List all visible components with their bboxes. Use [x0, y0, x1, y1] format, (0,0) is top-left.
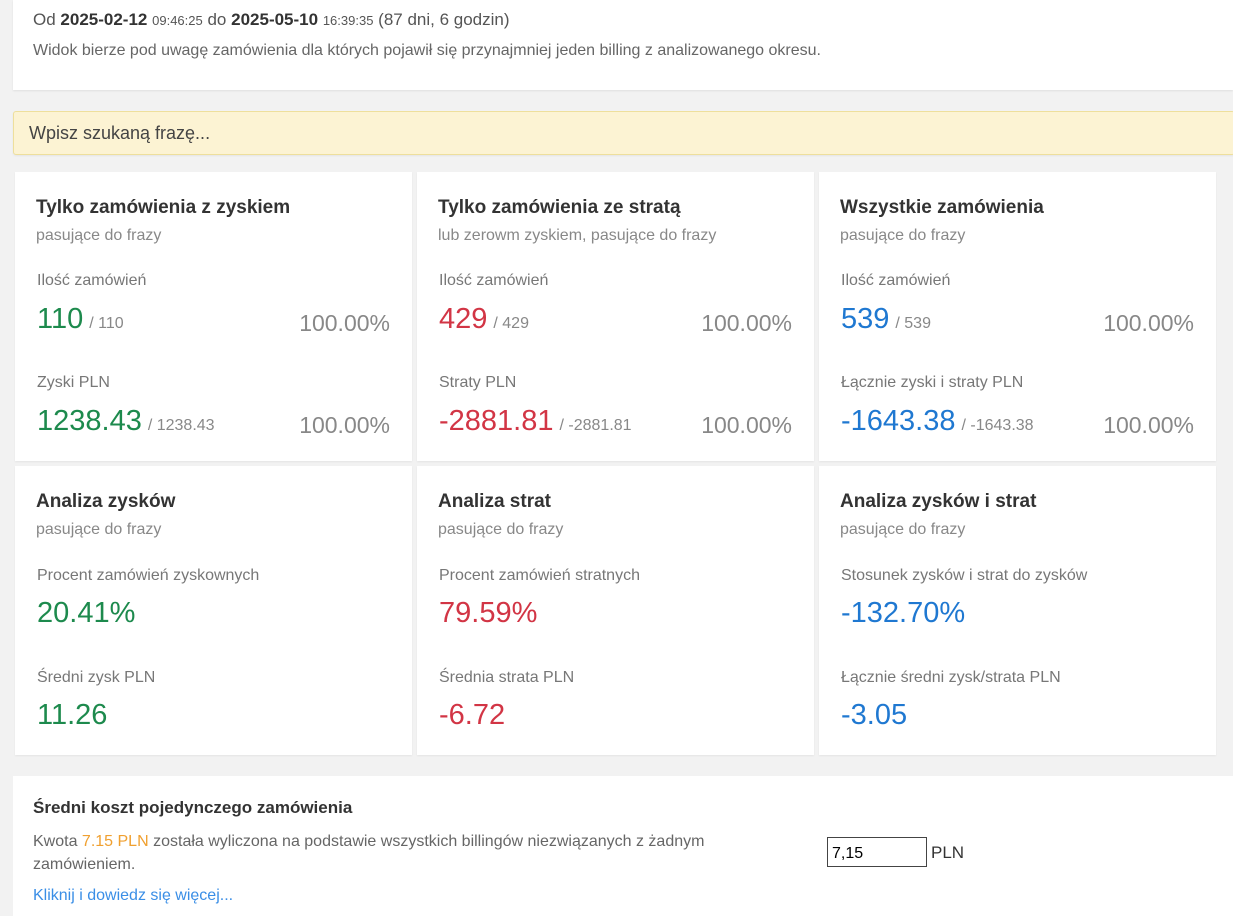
avg-cost-panel: Średni koszt pojedynczego zamówienia Kwo… [13, 776, 1233, 916]
orders-count-total: / 429 [493, 315, 529, 332]
losses: -2881.81 / -2881.81 [439, 405, 632, 438]
profits-value: 1238.43 [37, 405, 142, 437]
orders-count-value: 539 [841, 303, 890, 335]
losses-total: / -2881.81 [559, 417, 632, 434]
orders-count-label: Ilość zamówień [37, 272, 147, 289]
avg-profit-label: Średni zysk PLN [37, 669, 156, 686]
orders-count: 429 / 429 [439, 303, 529, 336]
orders-count-total: / 539 [895, 315, 931, 332]
orders-count: 110 / 110 [37, 303, 124, 336]
period-range: Od 2025-02-12 09:46:25 do 2025-05-10 16:… [33, 10, 510, 30]
loss-percent: 79.59% [439, 597, 537, 630]
profit-percent-label: Procent zamówień zyskownych [37, 567, 260, 584]
avg-total: -3.05 [841, 699, 907, 732]
from-date: 2025-02-12 [60, 10, 148, 29]
card-subtitle: pasujące do frazy [438, 521, 564, 538]
learn-more-link[interactable]: Kliknij i dowiedz się więcej... [33, 887, 234, 904]
total-label: Łącznie zyski i straty PLN [841, 374, 1024, 391]
avg-total-label: Łącznie średni zysk/strata PLN [841, 669, 1061, 686]
orders-count-label: Ilość zamówień [841, 272, 951, 289]
card-title: Wszystkie zamówienia [840, 197, 1044, 218]
total-percent: 100.00% [1103, 412, 1194, 438]
avg-cost-unit: PLN [931, 843, 965, 862]
desc-amount: 7.15 PLN [81, 833, 149, 850]
orders-count-label: Ilość zamówień [439, 272, 549, 289]
loss-percent-label: Procent zamówień stratnych [439, 567, 640, 584]
orders-count: 539 / 539 [841, 303, 931, 336]
card-profit-analysis: Analiza zysków pasujące do frazy Procent… [15, 466, 412, 755]
orders-count-percent: 100.00% [1103, 310, 1194, 336]
avg-loss: -6.72 [439, 699, 505, 732]
card-title: Analiza zysków i strat [840, 491, 1037, 512]
card-loss-analysis: Analiza strat pasujące do frazy Procent … [417, 466, 814, 755]
card-all-orders: Wszystkie zamówienia pasujące do frazy I… [819, 172, 1216, 461]
orders-count-value: 429 [439, 303, 488, 335]
from-label: Od [33, 10, 56, 29]
desc-prefix: Kwota [33, 833, 78, 850]
ratio-label: Stosunek zysków i strat do zysków [841, 567, 1088, 584]
search-input[interactable] [14, 112, 1233, 154]
card-subtitle: lub zerowm zyskiem, pasujące do frazy [438, 227, 717, 244]
avg-cost-title: Średni koszt pojedynczego zamówienia [33, 798, 353, 817]
avg-profit-value: 11.26 [37, 699, 108, 731]
loss-percent-value: 79.59% [439, 597, 538, 629]
losses-percent: 100.00% [701, 412, 792, 438]
avg-cost-input[interactable] [827, 837, 927, 867]
to-date: 2025-05-10 [231, 10, 319, 29]
card-subtitle: pasujące do frazy [36, 227, 162, 244]
card-title: Analiza strat [438, 491, 551, 512]
profits-total: / 1238.43 [147, 417, 215, 434]
card-subtitle: pasujące do frazy [36, 521, 162, 538]
orders-count-percent: 100.00% [701, 310, 792, 336]
avg-loss-label: Średnia strata PLN [439, 669, 575, 686]
card-subtitle: pasujące do frazy [840, 521, 966, 538]
to-label: do [207, 10, 227, 29]
desc-suffix: została wyliczona na podstawie wszystkic… [33, 833, 705, 873]
losses-label: Straty PLN [439, 374, 517, 391]
orders-count-value: 110 [37, 303, 84, 335]
total-total: / -1643.38 [961, 417, 1034, 434]
profits: 1238.43 / 1238.43 [37, 405, 215, 438]
card-subtitle: pasujące do frazy [840, 227, 966, 244]
search-box [13, 111, 1233, 155]
period-duration: (87 dni, 6 godzin) [378, 10, 510, 29]
period-note: Widok bierze pod uwagę zamówienia dla kt… [33, 42, 821, 59]
from-time: 09:46:25 [152, 13, 203, 28]
card-loss-orders: Tylko zamówienia ze stratą lub zerowm zy… [417, 172, 814, 461]
card-total-analysis: Analiza zysków i strat pasujące do frazy… [819, 466, 1216, 755]
orders-count-percent: 100.00% [299, 310, 390, 336]
ratio-value: -132.70% [841, 597, 966, 629]
orders-count-total: / 110 [89, 315, 124, 332]
ratio: -132.70% [841, 597, 965, 630]
avg-total-value: -3.05 [841, 699, 908, 731]
profit-percent: 20.41% [37, 597, 135, 630]
card-title: Tylko zamówienia z zyskiem [36, 197, 291, 218]
period-panel: Od 2025-02-12 09:46:25 do 2025-05-10 16:… [13, 0, 1233, 90]
avg-cost-description: Kwota 7.15 PLN została wyliczona na pods… [33, 830, 793, 876]
card-profit-orders: Tylko zamówienia z zyskiem pasujące do f… [15, 172, 412, 461]
card-title: Tylko zamówienia ze stratą [438, 197, 681, 218]
losses-value: -2881.81 [439, 405, 554, 437]
profits-label: Zyski PLN [37, 374, 110, 391]
total-value: -1643.38 [841, 405, 956, 437]
profits-percent: 100.00% [299, 412, 390, 438]
total: -1643.38 / -1643.38 [841, 405, 1034, 438]
profit-percent-value: 20.41% [37, 597, 136, 629]
to-time: 16:39:35 [322, 13, 374, 28]
avg-profit: 11.26 [37, 699, 107, 732]
card-title: Analiza zysków [36, 491, 176, 512]
avg-loss-value: -6.72 [439, 699, 506, 731]
